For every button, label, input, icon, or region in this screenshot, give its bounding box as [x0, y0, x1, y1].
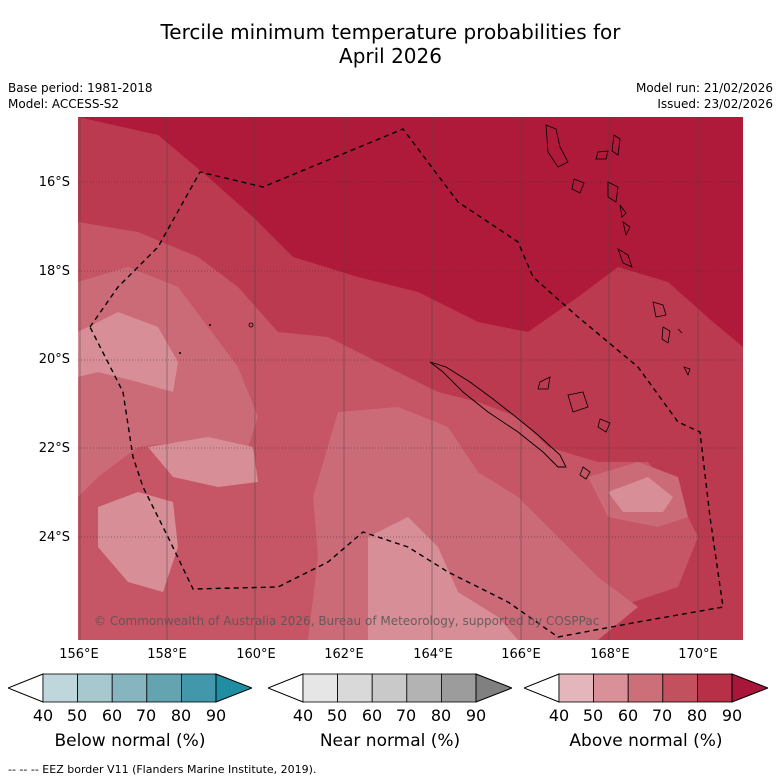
legend-tick: 60: [361, 706, 383, 725]
new-caledonia-island: [429, 361, 567, 468]
legend-tick: 80: [430, 706, 452, 725]
band-40-50-east: [608, 477, 673, 512]
lat-label: 20°S: [38, 352, 70, 367]
map-title: Tercile minimum temperature probabilitie…: [0, 20, 781, 68]
legend-swatch: [440, 673, 477, 703]
legend-below-normal: [8, 673, 252, 703]
vanuatu-islands: [545, 124, 691, 377]
lon-label: 168°E: [590, 647, 630, 662]
legend-under-arrow: [8, 673, 44, 703]
legend-tick: 90: [465, 706, 487, 725]
small-island-1: [248, 322, 254, 328]
lon-label: 158°E: [147, 647, 187, 662]
legend-under-arrow: [268, 673, 304, 703]
legend-tick: 70: [651, 706, 673, 725]
legend-swatch: [558, 673, 594, 703]
model-run: Model run: 21/02/2026: [635, 81, 773, 95]
title-line-1: Tercile minimum temperature probabilitie…: [160, 20, 621, 44]
meridians: [79, 117, 699, 640]
meta-right: Model run: 21/02/2026 Issued: 23/02/2026: [636, 80, 773, 112]
legend-tick: 60: [101, 706, 123, 725]
lat-label: 22°S: [38, 441, 70, 456]
title-line-2: April 2026: [339, 44, 442, 68]
band-40-50-south: [368, 517, 518, 640]
probability-map: [78, 117, 743, 640]
legend-swatch: [662, 673, 698, 703]
legend-tick: 80: [686, 706, 708, 725]
legend-above-normal: [524, 673, 768, 703]
legend-tick: 90: [721, 706, 743, 725]
lon-label: 166°E: [501, 647, 541, 662]
legend-over-arrow: [475, 673, 512, 703]
lon-label: 160°E: [236, 647, 276, 662]
legend-over-arrow: [215, 673, 252, 703]
band-40-50-west: [98, 492, 178, 592]
legend-tick: 80: [170, 706, 192, 725]
lon-label: 162°E: [324, 647, 364, 662]
legend-over-arrow: [731, 673, 768, 703]
small-island-3: [179, 352, 181, 354]
legend-tick: 50: [326, 706, 348, 725]
legend-swatch: [627, 673, 664, 703]
lat-label: 16°S: [38, 175, 70, 190]
legend-tick: 50: [66, 706, 88, 725]
legend-swatch: [696, 673, 733, 703]
band-40-50: [78, 312, 178, 392]
lon-label: 156°E: [59, 647, 99, 662]
legend-tick: 70: [135, 706, 157, 725]
legend-title-near: Near normal (%): [319, 731, 461, 751]
lat-label: 18°S: [38, 264, 70, 279]
band-40-50-centre: [148, 437, 258, 487]
legend-swatch: [77, 673, 113, 703]
legend-swatch: [111, 673, 148, 703]
legend-tick: 70: [395, 706, 417, 725]
legend-swatch: [180, 673, 217, 703]
legend-swatch: [42, 673, 78, 703]
legend-tick: 40: [548, 706, 570, 725]
model-name: Model: ACCESS-S2: [8, 97, 120, 111]
legend-tick: 60: [617, 706, 639, 725]
issued-date: Issued: 23/02/2026: [657, 97, 773, 111]
legend-tick: 90: [205, 706, 227, 725]
lon-label: 164°E: [413, 647, 453, 662]
legend-near-normal: [268, 673, 512, 703]
small-island-2: [209, 324, 211, 326]
legend-under-arrow: [524, 673, 560, 703]
legend-swatch: [371, 673, 408, 703]
legend-tick: 40: [292, 706, 314, 725]
eez-border: [89, 128, 724, 638]
base-period: Base period: 1981-2018: [8, 81, 153, 95]
copyright-notice: © Commonwealth of Australia 2026, Bureau…: [94, 614, 600, 628]
legend-swatch: [406, 673, 442, 703]
legend-swatch: [593, 673, 629, 703]
meta-left: Base period: 1981-2018 Model: ACCESS-S2: [8, 80, 153, 112]
legend-title-below: Below normal (%): [54, 731, 206, 751]
lon-label: 170°E: [678, 647, 718, 662]
legend-swatch: [146, 673, 182, 703]
lat-label: 24°S: [38, 530, 70, 545]
legend-swatch: [302, 673, 338, 703]
legend-tick: 50: [582, 706, 604, 725]
legend-title-above: Above normal (%): [569, 731, 723, 751]
legend-tick: 40: [32, 706, 54, 725]
legend-swatch: [337, 673, 373, 703]
eez-footnote: -- -- -- EEZ border V11 (Flanders Marine…: [8, 763, 317, 776]
loyalty-islands: [537, 376, 611, 480]
